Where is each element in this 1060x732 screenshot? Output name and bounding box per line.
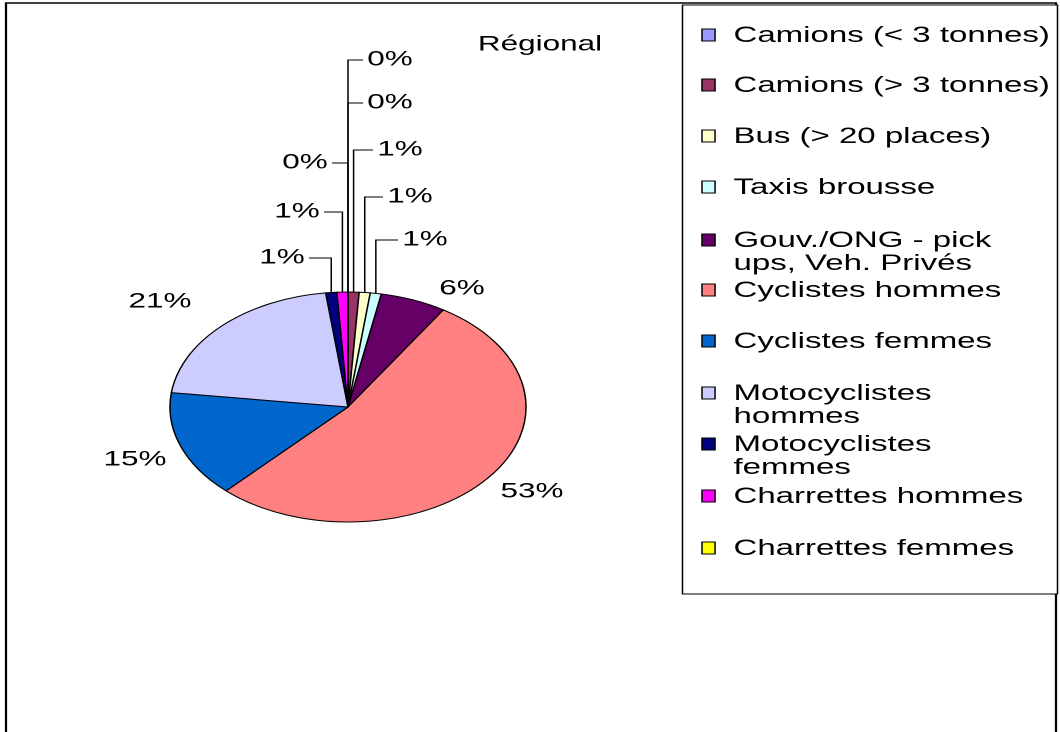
legend-item: Gouv./ONG - pick ups, Veh. Privés [733, 228, 992, 275]
data-label: 1% [274, 199, 320, 223]
legend-swatch [701, 78, 716, 92]
legend-label: Taxis brousse [733, 175, 936, 199]
data-label: 53% [500, 479, 563, 503]
data-label: 15% [103, 447, 166, 471]
legend-label: Cyclistes femmes [733, 329, 993, 353]
legend-item: Camions (< 3 tonnes) [733, 23, 1050, 47]
leader-line [363, 196, 383, 293]
legend-swatch [701, 541, 716, 555]
legend-label: Camions (> 3 tonnes) [733, 73, 1050, 97]
legend-item: Charrettes femmes [733, 536, 1015, 560]
legend-label: Motocyclistes hommes [733, 381, 932, 428]
legend-frame [681, 4, 1059, 595]
data-label: 1% [402, 227, 448, 251]
legend-label: Charrettes hommes [733, 484, 1024, 508]
legend-item: Taxis brousse [733, 175, 936, 199]
legend-item: Charrettes hommes [733, 484, 1024, 508]
legend-swatch [701, 28, 716, 42]
legend-item: Camions (> 3 tonnes) [733, 73, 1050, 97]
chart-title: Régional [478, 32, 602, 56]
legend-item: Motocyclistes femmes [733, 432, 932, 479]
legend-label: Camions (< 3 tonnes) [733, 23, 1050, 47]
legend-swatch [701, 437, 716, 451]
data-label: 6% [439, 276, 485, 300]
legend-label: Motocyclistes femmes [733, 432, 932, 479]
legend-swatch [701, 180, 716, 194]
data-label: 0% [367, 47, 413, 71]
data-label: 0% [282, 150, 328, 174]
data-label: 1% [387, 184, 433, 208]
legend-label: Bus (> 20 places) [733, 124, 992, 148]
pie-slice [170, 292, 349, 408]
legend-item: Cyclistes hommes [733, 278, 1002, 302]
legend-item: Bus (> 20 places) [733, 124, 992, 148]
legend-label: Charrettes femmes [733, 536, 1015, 560]
legend-swatch [701, 129, 716, 143]
leader-line [352, 149, 373, 293]
legend-swatch [701, 386, 716, 400]
data-label: 1% [377, 137, 423, 161]
data-label: 21% [128, 289, 191, 313]
legend-label: Gouv./ONG - pick ups, Veh. Privés [733, 228, 992, 275]
legend-swatch [701, 489, 716, 503]
legend-label: Cyclistes hommes [733, 278, 1002, 302]
leader-line [331, 162, 349, 292]
legend-item: Motocyclistes hommes [733, 381, 932, 428]
legend-item: Cyclistes femmes [733, 329, 993, 353]
pie-slice [169, 392, 350, 492]
data-label: 0% [367, 90, 413, 114]
legend-swatch [701, 233, 716, 247]
leader-line [308, 257, 332, 293]
data-label: 1% [259, 245, 305, 269]
legend-swatch [701, 334, 716, 348]
leader-line [375, 239, 398, 294]
pie-slice [225, 309, 527, 523]
legend-swatch [701, 283, 716, 297]
leader-line [323, 211, 344, 293]
